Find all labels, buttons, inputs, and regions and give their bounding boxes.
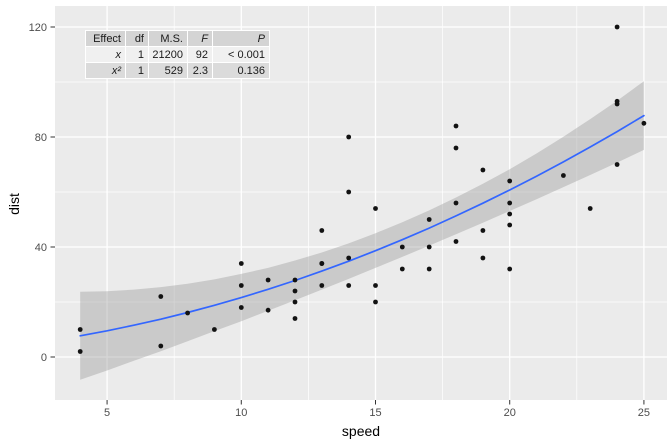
x-axis-title: speed	[341, 423, 381, 439]
data-point	[292, 277, 298, 283]
anova-header-effect: Effect	[85, 30, 126, 47]
data-point	[238, 283, 244, 288]
anova-row-x2: x² 1 529 2.3 0.136	[85, 62, 270, 79]
data-point	[399, 244, 405, 250]
anova-x-p: < 0.001	[212, 46, 270, 63]
data-point	[587, 206, 593, 211]
anova-x-df: 1	[125, 46, 149, 63]
smooth-line	[79, 114, 645, 337]
anova-header-row: Effect df M.S. F P	[85, 30, 270, 47]
data-point	[319, 283, 325, 288]
data-point	[507, 211, 513, 217]
anova-x2-ms: 529	[148, 62, 188, 79]
y-tick-label: 120	[29, 22, 47, 34]
data-point	[265, 277, 271, 283]
data-point	[185, 310, 191, 316]
y-tick-label: 40	[35, 242, 47, 254]
anova-header-p: P	[212, 30, 270, 47]
data-point	[346, 255, 352, 261]
data-point	[77, 349, 83, 354]
data-point	[238, 261, 244, 266]
data-point	[399, 266, 405, 272]
data-point	[614, 162, 620, 167]
y-axis-title: dist	[6, 193, 22, 215]
x-tick-label: 10	[235, 407, 247, 419]
y-tick-label: 0	[41, 352, 47, 364]
anova-x2-df: 1	[125, 62, 149, 79]
anova-x2-p: 0.136	[212, 62, 270, 79]
data-point	[426, 244, 432, 250]
anova-header-f: F	[187, 30, 213, 47]
data-point	[373, 299, 378, 305]
data-point	[480, 255, 486, 261]
data-point	[453, 239, 459, 244]
y-tick-label: 80	[35, 132, 47, 144]
anova-x-f: 92	[187, 46, 213, 63]
data-point	[373, 206, 378, 211]
anova-header-df: df	[125, 30, 149, 47]
data-point	[373, 283, 378, 288]
data-point	[561, 173, 566, 178]
data-point	[319, 261, 325, 266]
anova-x2-f: 2.3	[187, 62, 213, 79]
data-point	[507, 222, 513, 228]
data-point	[507, 200, 513, 206]
data-point	[480, 167, 486, 173]
anova-table: Effect df M.S. F P x 1 21200 92 < 0.001 …	[85, 30, 270, 79]
data-point	[319, 228, 325, 233]
anova-x-effect: x	[85, 46, 126, 63]
data-point	[77, 327, 83, 332]
confidence-ribbon	[80, 81, 644, 380]
data-point	[292, 299, 298, 305]
data-point	[426, 217, 432, 222]
anova-x2-effect: x²	[85, 62, 126, 79]
x-tick-label: 25	[638, 407, 650, 419]
data-point	[238, 305, 244, 310]
x-tick-label: 20	[504, 407, 516, 419]
anova-x-ms: 21200	[148, 46, 188, 63]
data-point	[265, 307, 271, 313]
data-point	[641, 120, 647, 126]
data-point	[507, 178, 513, 184]
x-tick-label: 5	[104, 407, 110, 419]
data-point	[346, 189, 352, 195]
data-point	[158, 294, 164, 299]
data-point	[158, 343, 164, 349]
x-tick-label: 15	[369, 407, 381, 419]
data-point	[453, 200, 459, 206]
data-point	[292, 288, 298, 294]
data-point	[346, 134, 352, 140]
data-point	[292, 316, 298, 321]
data-point	[614, 98, 620, 104]
data-point	[614, 24, 620, 30]
data-point	[426, 266, 432, 272]
anova-row-x: x 1 21200 92 < 0.001	[85, 46, 270, 63]
anova-header-ms: M.S.	[148, 30, 188, 47]
data-point	[346, 283, 352, 288]
data-point	[453, 123, 459, 129]
data-point	[480, 228, 486, 233]
data-point	[212, 327, 217, 332]
data-point	[453, 145, 459, 151]
data-point	[507, 266, 513, 272]
